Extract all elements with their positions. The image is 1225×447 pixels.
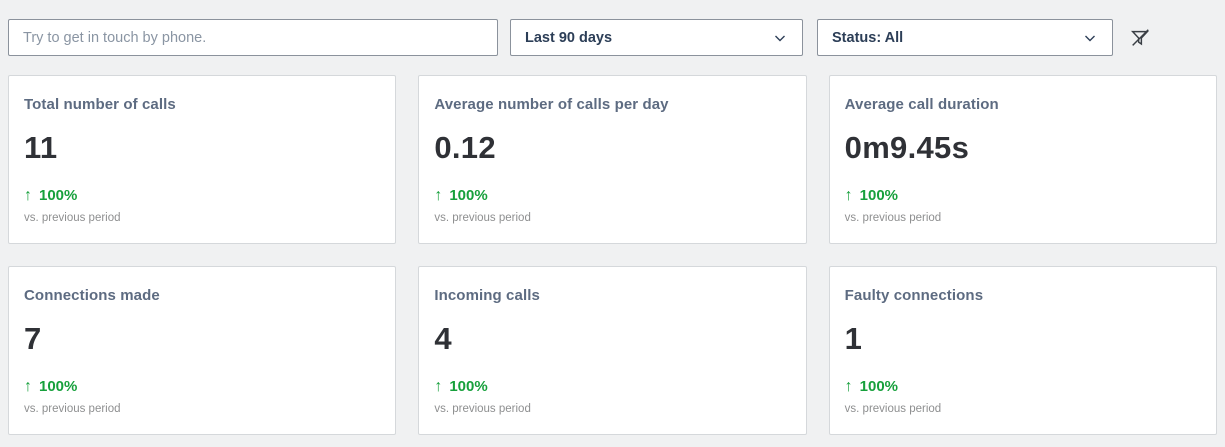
card-title: Faulty connections [844,287,984,304]
status-dropdown-value: Status: All [832,29,904,46]
clear-filters-button[interactable] [1126,25,1154,51]
comparison-label: vs. previous period [844,212,942,224]
trend-up-arrow-icon: ↑ [24,186,32,204]
trend-value: 100% [39,187,78,204]
comparison-label: vs. previous period [434,403,531,415]
trend-up-arrow-icon: ↑ [844,377,853,395]
chevron-down-icon [775,35,785,41]
chevron-down-icon [1085,35,1095,41]
comparison-label: vs. previous period [844,403,942,415]
card-title: Average call duration [844,96,999,113]
trend-indicator: ↑ 100% [845,378,1200,395]
stat-card-total-calls: Total number of calls 11 ↑ 100% vs. prev… [8,75,397,244]
filter-off-icon [1130,29,1150,46]
card-value: 0m9.45s [844,130,970,165]
period-dropdown-value: Last 90 days [525,29,613,46]
period-dropdown[interactable]: Last 90 days [510,19,803,56]
card-value: 0.12 [434,130,496,165]
comparison-label: vs. previous period [24,212,121,224]
stat-card-faulty-connections: Faulty connections 1 ↑ 100% vs. previous… [828,266,1217,435]
search-input[interactable] [8,19,498,56]
card-value: 7 [24,321,42,356]
trend-indicator: ↑ 100% [845,187,1200,204]
trend-up-arrow-icon: ↑ [24,377,32,395]
card-title: Average number of calls per day [434,96,669,113]
stat-card-avg-call-duration: Average call duration 0m9.45s ↑ 100% vs.… [828,75,1217,244]
trend-up-arrow-icon: ↑ [434,186,443,204]
stat-card-avg-calls-per-day: Average number of calls per day 0.12 ↑ 1… [418,75,807,244]
stats-card-grid: Total number of calls 11 ↑ 100% vs. prev… [8,75,1217,435]
trend-value: 100% [449,187,488,204]
stat-card-connections-made: Connections made 7 ↑ 100% vs. previous p… [8,266,397,435]
trend-indicator: ↑ 100% [24,187,379,204]
trend-value: 100% [859,378,899,395]
trend-indicator: ↑ 100% [24,378,379,395]
trend-indicator: ↑ 100% [434,378,789,395]
card-title: Incoming calls [434,287,540,304]
trend-indicator: ↑ 100% [434,187,789,204]
comparison-label: vs. previous period [24,403,121,415]
card-value: 4 [434,321,452,356]
trend-up-arrow-icon: ↑ [434,377,443,395]
trend-value: 100% [39,378,78,395]
trend-value: 100% [449,378,488,395]
card-value: 1 [844,321,863,356]
filter-toolbar: Last 90 days Status: All [0,0,1225,75]
card-title: Connections made [24,287,160,304]
comparison-label: vs. previous period [434,212,531,224]
trend-up-arrow-icon: ↑ [844,186,853,204]
status-dropdown[interactable]: Status: All [817,19,1113,56]
trend-value: 100% [859,187,899,204]
card-value: 11 [24,130,58,165]
stat-card-incoming-calls: Incoming calls 4 ↑ 100% vs. previous per… [418,266,807,435]
card-title: Total number of calls [24,96,176,113]
